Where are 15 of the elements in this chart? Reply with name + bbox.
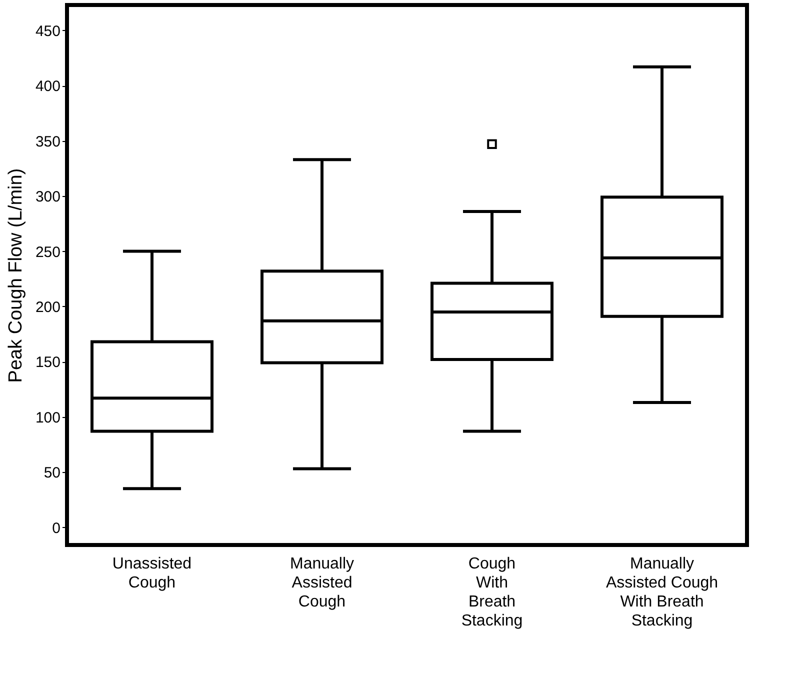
y-tick-label: 0 [52,520,60,537]
y-tick-label: 100 [35,409,60,426]
y-tick-label: 400 [35,78,60,96]
y-tick-label: 250 [35,244,60,261]
x-tick-label: Manually Assisted Cough With Breath Stacking [606,556,718,630]
x-tick-label: Unassisted Cough [112,556,192,592]
y-axis-title: Peak Cough Flow (L/min) [5,168,26,383]
y-tick-label: 150 [35,354,60,372]
y-tick-label: 350 [35,133,60,150]
x-tick-label: Cough With Breath Stacking [461,556,523,630]
y-tick-label: 200 [35,298,60,316]
y-tick-label: 300 [35,188,60,206]
y-tick-label: 50 [44,464,60,482]
x-tick-label: Manually Assisted Cough [290,556,354,610]
y-tick-label: 450 [35,22,60,40]
